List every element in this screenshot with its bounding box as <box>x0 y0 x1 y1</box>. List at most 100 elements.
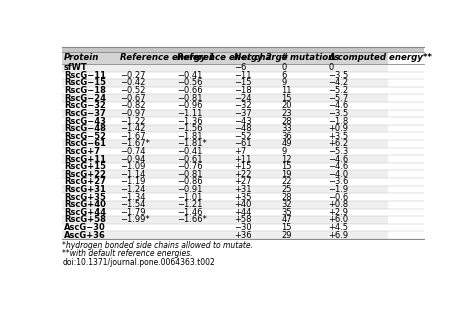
Bar <box>175 208 232 216</box>
Text: RscG+44: RscG+44 <box>64 208 106 217</box>
Text: −52: −52 <box>234 132 252 141</box>
Text: −1.66*: −1.66* <box>177 215 207 224</box>
Text: −4.0: −4.0 <box>328 170 348 179</box>
Bar <box>62 224 118 231</box>
Text: −4.6: −4.6 <box>328 101 348 110</box>
Bar <box>118 87 175 94</box>
Bar <box>62 52 118 64</box>
Bar <box>175 193 232 201</box>
Text: −1.36: −1.36 <box>177 117 203 126</box>
Text: +35: +35 <box>234 193 252 202</box>
Bar <box>280 216 327 224</box>
Text: −0.94: −0.94 <box>120 154 146 163</box>
Bar <box>232 132 280 140</box>
Bar <box>232 125 280 132</box>
Bar <box>175 110 232 117</box>
Bar <box>232 72 280 79</box>
Text: RscG−24: RscG−24 <box>64 94 106 103</box>
Text: −0.76: −0.76 <box>177 162 203 171</box>
Text: 15: 15 <box>281 223 292 232</box>
Bar <box>62 94 118 102</box>
Bar <box>280 94 327 102</box>
Text: 36: 36 <box>281 132 292 141</box>
Text: 20: 20 <box>281 101 292 110</box>
Bar <box>327 224 388 231</box>
Bar <box>327 163 388 171</box>
Bar <box>175 224 232 231</box>
Text: −1.11: −1.11 <box>177 109 202 118</box>
Text: 28: 28 <box>281 193 292 202</box>
Text: RscG−43: RscG−43 <box>64 117 106 126</box>
Text: +40: +40 <box>234 200 252 209</box>
Text: sfWT: sfWT <box>64 63 88 72</box>
Text: RscG−52: RscG−52 <box>64 132 106 141</box>
Bar <box>280 52 327 64</box>
Text: −0.41: −0.41 <box>177 147 202 156</box>
Text: −1.22: −1.22 <box>120 117 146 126</box>
Text: −32: −32 <box>234 101 252 110</box>
Bar <box>327 208 388 216</box>
Bar <box>118 216 175 224</box>
Bar <box>62 79 118 87</box>
Text: RscG−37: RscG−37 <box>64 109 106 118</box>
Bar <box>175 102 232 110</box>
Text: −0.86: −0.86 <box>177 177 203 186</box>
Text: −1.79: −1.79 <box>120 208 146 217</box>
Text: −1.9: −1.9 <box>328 185 348 194</box>
Bar <box>232 216 280 224</box>
Text: 47: 47 <box>281 215 292 224</box>
Text: RscG+31: RscG+31 <box>64 185 106 194</box>
Bar <box>327 231 388 239</box>
Text: −3.5: −3.5 <box>328 109 348 118</box>
Text: −0.96: −0.96 <box>177 101 203 110</box>
Text: −0.66: −0.66 <box>177 86 203 95</box>
Bar <box>327 52 388 64</box>
Bar <box>280 102 327 110</box>
Text: 35: 35 <box>281 208 292 217</box>
Bar <box>118 155 175 163</box>
Bar <box>232 87 280 94</box>
Text: +0.9: +0.9 <box>328 124 348 133</box>
Text: −1.56: −1.56 <box>177 124 203 133</box>
Bar <box>62 102 118 110</box>
Text: −0.82: −0.82 <box>120 101 146 110</box>
Text: −0.6: −0.6 <box>328 193 348 202</box>
Text: 23: 23 <box>281 109 292 118</box>
Text: doi:10.1371/journal.pone.0064363.t002: doi:10.1371/journal.pone.0064363.t002 <box>62 258 215 267</box>
Text: −0.74: −0.74 <box>120 147 146 156</box>
Text: +11: +11 <box>234 154 252 163</box>
Bar <box>327 178 388 186</box>
Bar <box>232 117 280 125</box>
Text: −43: −43 <box>234 117 252 126</box>
Text: 9: 9 <box>281 147 286 156</box>
Bar <box>327 148 388 155</box>
Bar <box>280 201 327 208</box>
Bar <box>232 52 280 64</box>
Bar <box>232 178 280 186</box>
Bar <box>175 216 232 224</box>
Bar <box>62 72 118 79</box>
Text: 6: 6 <box>281 71 287 80</box>
Text: −0.41: −0.41 <box>177 71 202 80</box>
Bar <box>280 178 327 186</box>
Text: 29: 29 <box>281 230 292 240</box>
Text: −48: −48 <box>234 124 252 133</box>
Bar <box>175 79 232 87</box>
Text: 15: 15 <box>281 94 292 103</box>
Bar <box>280 186 327 193</box>
Text: +22: +22 <box>234 170 252 179</box>
Bar <box>280 87 327 94</box>
Bar <box>280 72 327 79</box>
Bar <box>62 64 118 72</box>
Text: 12: 12 <box>281 154 292 163</box>
Bar <box>280 224 327 231</box>
Text: −1.19: −1.19 <box>120 177 146 186</box>
Bar <box>232 224 280 231</box>
Text: −1.67: −1.67 <box>120 132 146 141</box>
Bar <box>232 79 280 87</box>
Text: −4.6: −4.6 <box>328 154 348 163</box>
Bar <box>232 148 280 155</box>
Text: −0.97: −0.97 <box>120 109 146 118</box>
Text: Reference energy 1: Reference energy 1 <box>120 53 215 62</box>
Bar <box>280 125 327 132</box>
